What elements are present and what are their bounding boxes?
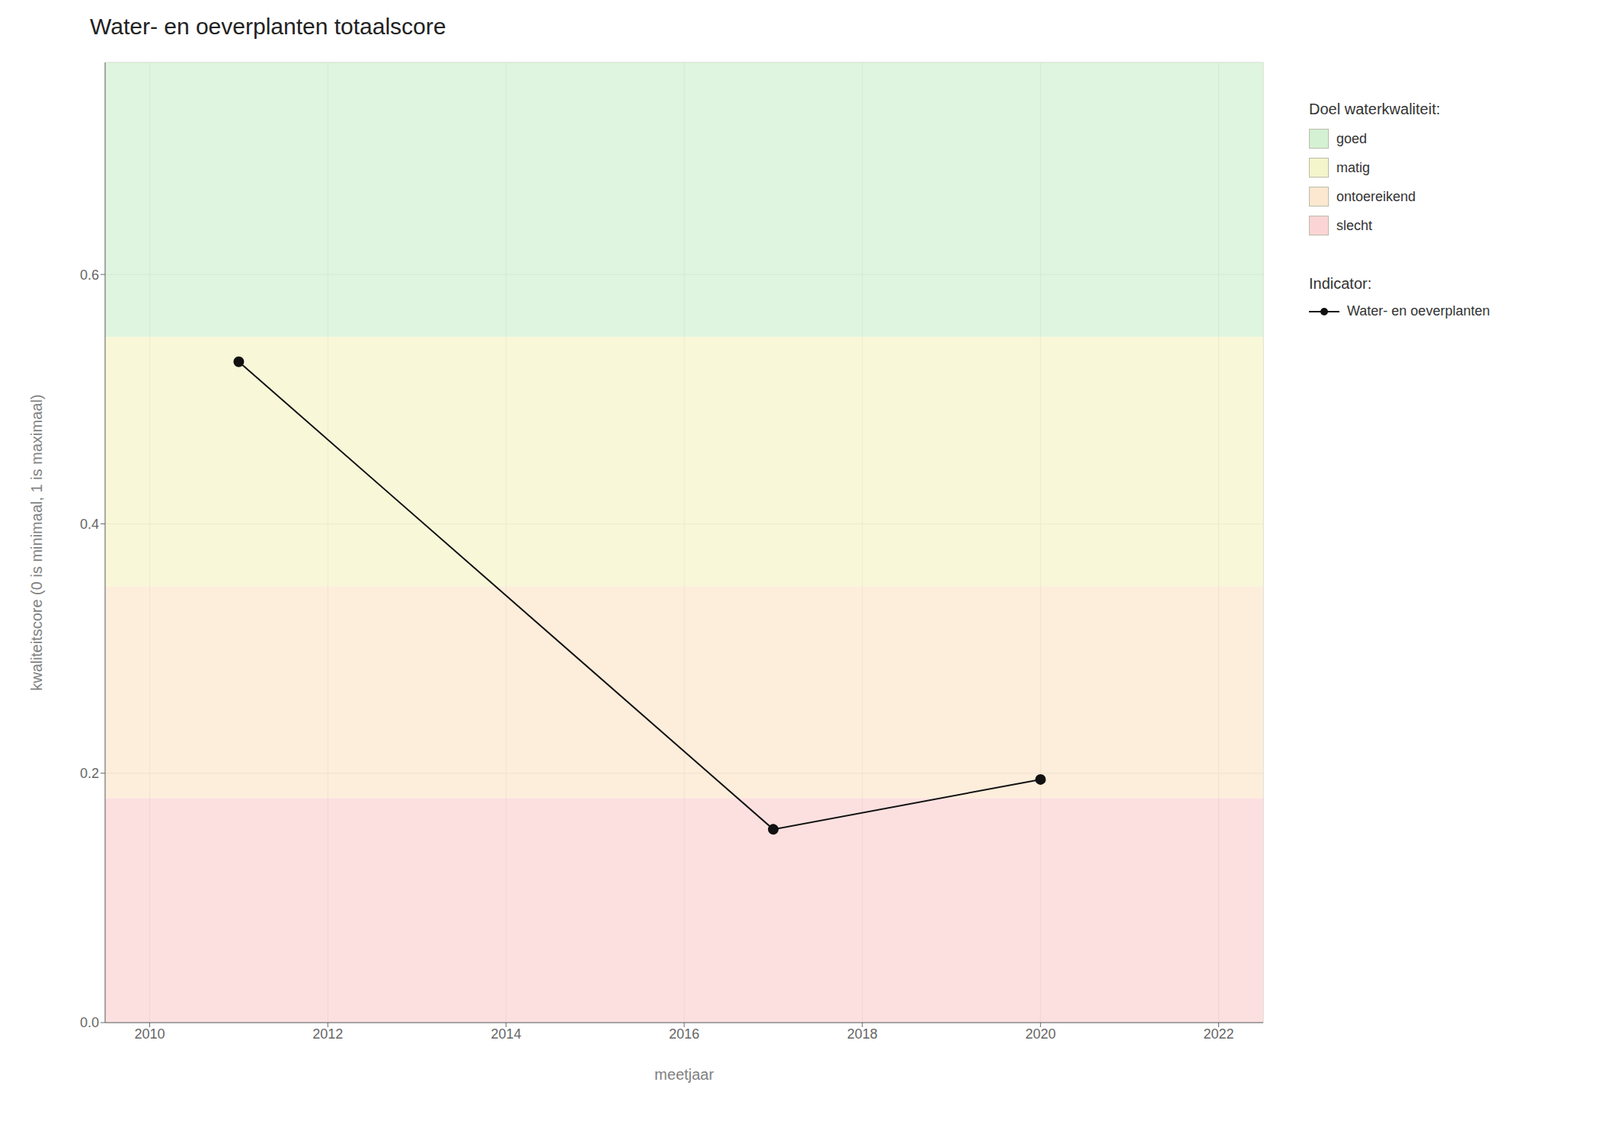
svg-text:0.6: 0.6 [80, 267, 100, 283]
html-text:matig: matig [1336, 159, 1370, 175]
svg-text:2022: 2022 [1203, 1026, 1235, 1042]
html-text:Water- en oeverplanten totaals: Water- en oeverplanten totaalscore [89, 13, 447, 39]
svg-text:meetjaar: meetjaar [654, 1065, 714, 1083]
html-text:slecht: slecht [1336, 217, 1373, 233]
html-text:goed: goed [1336, 130, 1367, 146]
svg-text:2010: 2010 [134, 1026, 165, 1042]
html-text:ontoereikend: ontoereikend [1336, 188, 1416, 204]
html-text:Doel waterkwaliteit:: Doel waterkwaliteit: [1308, 100, 1441, 118]
svg-text:2018: 2018 [847, 1026, 878, 1042]
svg-text:2016: 2016 [668, 1026, 700, 1042]
svg-text:0.2: 0.2 [80, 765, 100, 781]
svg-text:2014: 2014 [490, 1026, 522, 1042]
svg-text:0.0: 0.0 [80, 1014, 100, 1031]
svg-text:0.4: 0.4 [80, 516, 100, 532]
html-text:Indicator:: Indicator: [1308, 275, 1372, 292]
html-text:Water- en oeverplanten: Water- en oeverplanten [1347, 303, 1490, 319]
svg-text:2020: 2020 [1025, 1026, 1056, 1042]
svg-text:kwaliteitscore (0 is minimaal,: kwaliteitscore (0 is minimaal, 1 is maxi… [28, 394, 45, 692]
svg-text:2012: 2012 [312, 1026, 343, 1042]
